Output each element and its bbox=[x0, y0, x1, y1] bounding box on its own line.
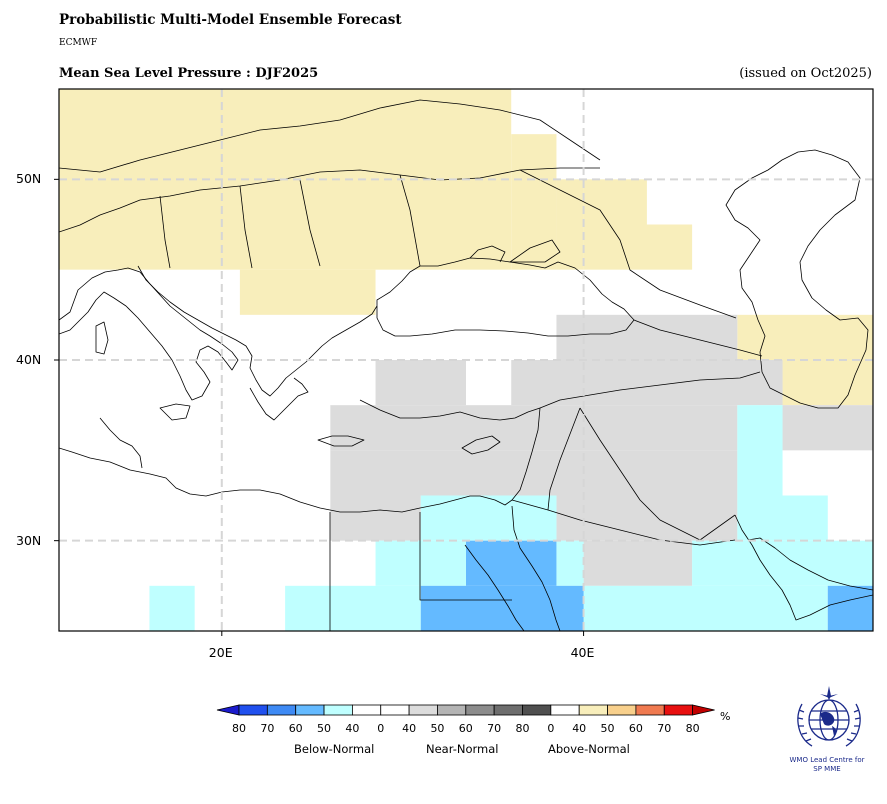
red-sea-coast-2 bbox=[511, 505, 561, 631]
prob-cell-below-40-50 bbox=[375, 540, 466, 586]
prob-cell-near-40-50 bbox=[511, 360, 783, 406]
colorbar-tick-label: 60 bbox=[628, 722, 643, 735]
chart-org: ECMWF bbox=[59, 38, 98, 48]
prob-cell-below-40-50 bbox=[737, 495, 828, 541]
prob-cell-near-40-50 bbox=[330, 495, 421, 541]
red-sea-coast bbox=[464, 544, 525, 631]
colorbar-unit: % bbox=[720, 710, 731, 723]
lat-label-50N: 50N bbox=[16, 171, 42, 187]
prob-cell-below-40-50 bbox=[737, 405, 783, 496]
prob-cell-above-40-50 bbox=[583, 224, 693, 270]
colorbar-segment bbox=[635, 704, 665, 716]
prob-cell-near-40-50 bbox=[556, 495, 738, 541]
chart-title: Probabilistic Multi-Model Ensemble Forec… bbox=[59, 12, 402, 28]
prob-cell-below-40-50 bbox=[285, 585, 421, 631]
colorbar-segment bbox=[323, 704, 353, 716]
prob-cell-near-40-50 bbox=[583, 540, 693, 586]
prob-cell-above-40-50 bbox=[556, 179, 584, 270]
prob-cell-below-50-60 bbox=[827, 585, 873, 631]
prob-cell-near-40-50 bbox=[330, 450, 738, 496]
colorbar-tick-label: 50 bbox=[600, 722, 615, 735]
lat-label-40N: 40N bbox=[16, 352, 42, 367]
colorbar-tick-label: 50 bbox=[430, 722, 445, 735]
tunisia-coast bbox=[99, 417, 143, 469]
colorbar-segment bbox=[465, 704, 495, 716]
prob-cell-below-40-50 bbox=[583, 585, 828, 631]
lon-label-20E: 20E bbox=[208, 645, 233, 660]
colorbar-tick-label: 80 bbox=[515, 722, 530, 735]
caspian-coast bbox=[725, 149, 869, 409]
lon-label-40E: 40E bbox=[570, 645, 595, 660]
colorbar-tick-label: 60 bbox=[288, 722, 303, 735]
med-north-coast bbox=[59, 267, 239, 401]
prob-cell-above-40-50 bbox=[583, 179, 647, 225]
levant-coast bbox=[59, 407, 541, 513]
crete-coast bbox=[317, 435, 365, 447]
crimea-coast bbox=[469, 245, 506, 263]
sardinia-coast bbox=[95, 321, 109, 355]
colorbar-segment bbox=[607, 704, 637, 716]
colorbar-segment bbox=[522, 704, 552, 716]
colorbar-tick-label: 40 bbox=[345, 722, 360, 735]
prob-cell-below-40-50 bbox=[692, 540, 873, 586]
greece-coast bbox=[249, 377, 309, 421]
colorbar-segment bbox=[351, 704, 382, 716]
prob-cell-below-40-50 bbox=[149, 585, 195, 631]
azov-coast bbox=[509, 239, 561, 263]
colorbar-tick-label: 40 bbox=[572, 722, 587, 735]
black-sea-coast bbox=[376, 257, 635, 337]
colorbar-segment bbox=[408, 704, 438, 716]
persian-gulf-coast bbox=[734, 514, 873, 621]
prob-cell-above-40-50 bbox=[239, 269, 376, 315]
prob-cell-below-40-50 bbox=[556, 540, 584, 586]
logo-line2: SP MME bbox=[813, 765, 841, 773]
lat-label-30N: 30N bbox=[16, 532, 42, 548]
grid-lines bbox=[59, 89, 873, 631]
prob-cell-near-40-50 bbox=[556, 314, 738, 360]
category-near-normal: Near-Normal bbox=[426, 742, 499, 756]
colorbar-segment bbox=[550, 704, 580, 716]
colorbar-segment bbox=[380, 704, 410, 716]
issued-date: (issued on Oct2025) bbox=[739, 66, 872, 81]
colorbar-right-arrow bbox=[692, 704, 715, 716]
prob-cell-near-40-50 bbox=[782, 405, 873, 451]
cyprus-coast bbox=[461, 435, 501, 455]
colorbar-left-arrow bbox=[216, 704, 240, 716]
colorbar-segment bbox=[663, 704, 694, 716]
axis-ticks bbox=[54, 178, 585, 636]
colorbar-tick-label: 80 bbox=[232, 722, 246, 735]
colorbar-tick-label: 40 bbox=[402, 722, 417, 735]
anatolia-south-coast bbox=[359, 399, 541, 421]
probability-cells bbox=[59, 89, 873, 631]
chart-subtitle: Mean Sea Level Pressure : DJF2025 bbox=[59, 66, 319, 81]
logo-line1: WMO Lead Centre for bbox=[789, 756, 865, 764]
colorbar-segment bbox=[238, 704, 268, 716]
colorbar-tick-label: 70 bbox=[487, 722, 502, 735]
category-above-normal: Above-Normal bbox=[548, 742, 630, 756]
colorbar-segment bbox=[266, 704, 297, 716]
colorbar-tick-label: 70 bbox=[260, 722, 275, 735]
wmo-logo-text: WMO Lead Centre for SP MME bbox=[782, 756, 872, 774]
colorbar-tick-label: 50 bbox=[317, 722, 332, 735]
colorbar-tick-label: 70 bbox=[657, 722, 672, 735]
wmo-logo bbox=[797, 686, 861, 747]
prob-cell-below-50-60 bbox=[420, 585, 584, 631]
prob-cell-near-40-50 bbox=[330, 405, 738, 451]
colorbar-tick-label: 80 bbox=[685, 722, 700, 735]
colorbar-tick-label: 60 bbox=[458, 722, 473, 735]
colorbar-segment bbox=[295, 704, 325, 716]
colorbar-segment bbox=[493, 704, 523, 716]
balkan-coast bbox=[137, 265, 378, 397]
colorbar-segment bbox=[437, 704, 467, 716]
colorbar-tick-label: 0 bbox=[547, 722, 555, 735]
prob-cell-above-40-50 bbox=[511, 134, 557, 270]
colorbar-tick-label: 0 bbox=[377, 722, 385, 735]
sicily-coast bbox=[159, 403, 191, 421]
category-below-normal: Below-Normal bbox=[294, 742, 375, 756]
colorbar-segment bbox=[578, 704, 608, 716]
prob-cell-below-50-60 bbox=[466, 540, 557, 586]
prob-cell-near-40-50 bbox=[375, 360, 466, 406]
